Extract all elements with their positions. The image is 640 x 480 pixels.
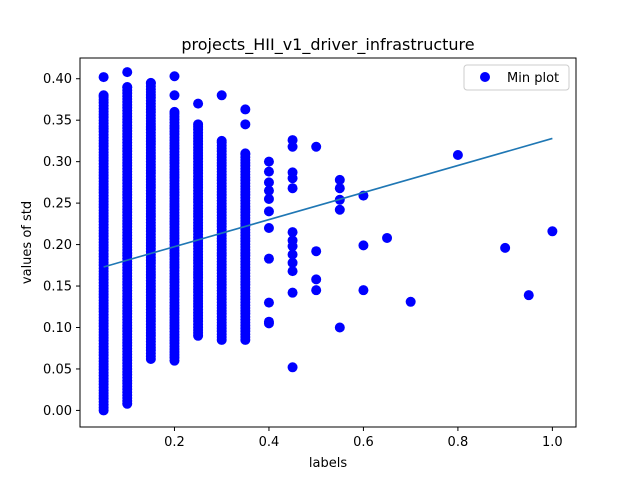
data-point [240, 148, 251, 159]
y-tick-label: 0.05 [43, 362, 72, 377]
data-point [382, 232, 393, 243]
data-point [98, 72, 109, 83]
data-point [287, 266, 298, 277]
data-point [122, 67, 133, 78]
data-point [240, 119, 251, 130]
x-tick-label: 0.6 [353, 435, 374, 450]
data-point [287, 167, 298, 178]
data-point [169, 71, 180, 82]
chart-title: projects_HII_v1_driver_infrastructure [181, 35, 474, 55]
data-point [169, 90, 180, 101]
data-point [311, 141, 322, 152]
data-point [287, 287, 298, 298]
data-point [500, 242, 511, 253]
data-point [216, 90, 227, 101]
data-point [169, 106, 180, 117]
data-point [287, 227, 298, 238]
data-point [287, 235, 298, 246]
legend-marker [480, 72, 490, 82]
data-point [263, 206, 274, 217]
data-point [287, 249, 298, 260]
data-point [216, 135, 227, 146]
data-point [334, 204, 345, 215]
data-point [193, 119, 204, 130]
y-tick-label: 0.20 [43, 238, 72, 253]
legend-label: Min plot [507, 71, 559, 86]
legend-box [463, 64, 570, 91]
y-tick-label: 0.15 [43, 280, 72, 295]
y-tick-label: 0.40 [43, 72, 72, 87]
data-point [98, 90, 109, 101]
x-tick-label: 0.4 [259, 435, 280, 450]
y-tick-label: 0.10 [43, 321, 72, 336]
data-point [263, 193, 274, 204]
x-tick-label: 0.8 [448, 435, 469, 450]
data-point [263, 156, 274, 167]
data-point [358, 285, 369, 296]
data-point [145, 77, 156, 88]
data-point [263, 253, 274, 264]
data-point [523, 290, 534, 301]
data-point [311, 274, 322, 285]
axes-frame [79, 57, 577, 428]
data-point [122, 82, 133, 93]
data-point [334, 174, 345, 185]
legend: Min plot [463, 64, 570, 91]
data-point [547, 226, 558, 237]
data-point [334, 183, 345, 194]
y-axis-label: values of std [20, 201, 35, 284]
data-point [263, 297, 274, 308]
data-point [193, 98, 204, 109]
data-point [405, 296, 416, 307]
data-point [358, 240, 369, 251]
x-tick-label: 1.0 [542, 435, 563, 450]
x-axis-label: labels [309, 456, 347, 471]
data-point [287, 135, 298, 146]
y-tick-label: 0.25 [43, 197, 72, 212]
x-tick-label: 0.2 [164, 435, 185, 450]
data-point [287, 257, 298, 268]
data-point [263, 316, 274, 327]
data-point [263, 177, 274, 188]
data-point [311, 285, 322, 296]
y-tick-label: 0.00 [43, 404, 72, 419]
data-point [287, 362, 298, 373]
trend-line [103, 137, 553, 268]
x-axis: 0.2 0.4 0.6 0.8 1.0 [164, 427, 563, 450]
data-point [452, 150, 463, 161]
data-point [334, 322, 345, 333]
plot-area [98, 67, 558, 416]
data-point [287, 183, 298, 194]
data-point [311, 246, 322, 257]
y-axis: 0.00 0.05 0.10 0.15 0.20 0.25 0.30 0.35 0.40 [43, 72, 80, 419]
data-point [263, 166, 274, 177]
data-point [263, 222, 274, 233]
data-point [240, 104, 251, 115]
y-tick-label: 0.30 [43, 155, 72, 170]
y-tick-label: 0.35 [43, 114, 72, 129]
data-point [263, 185, 274, 196]
